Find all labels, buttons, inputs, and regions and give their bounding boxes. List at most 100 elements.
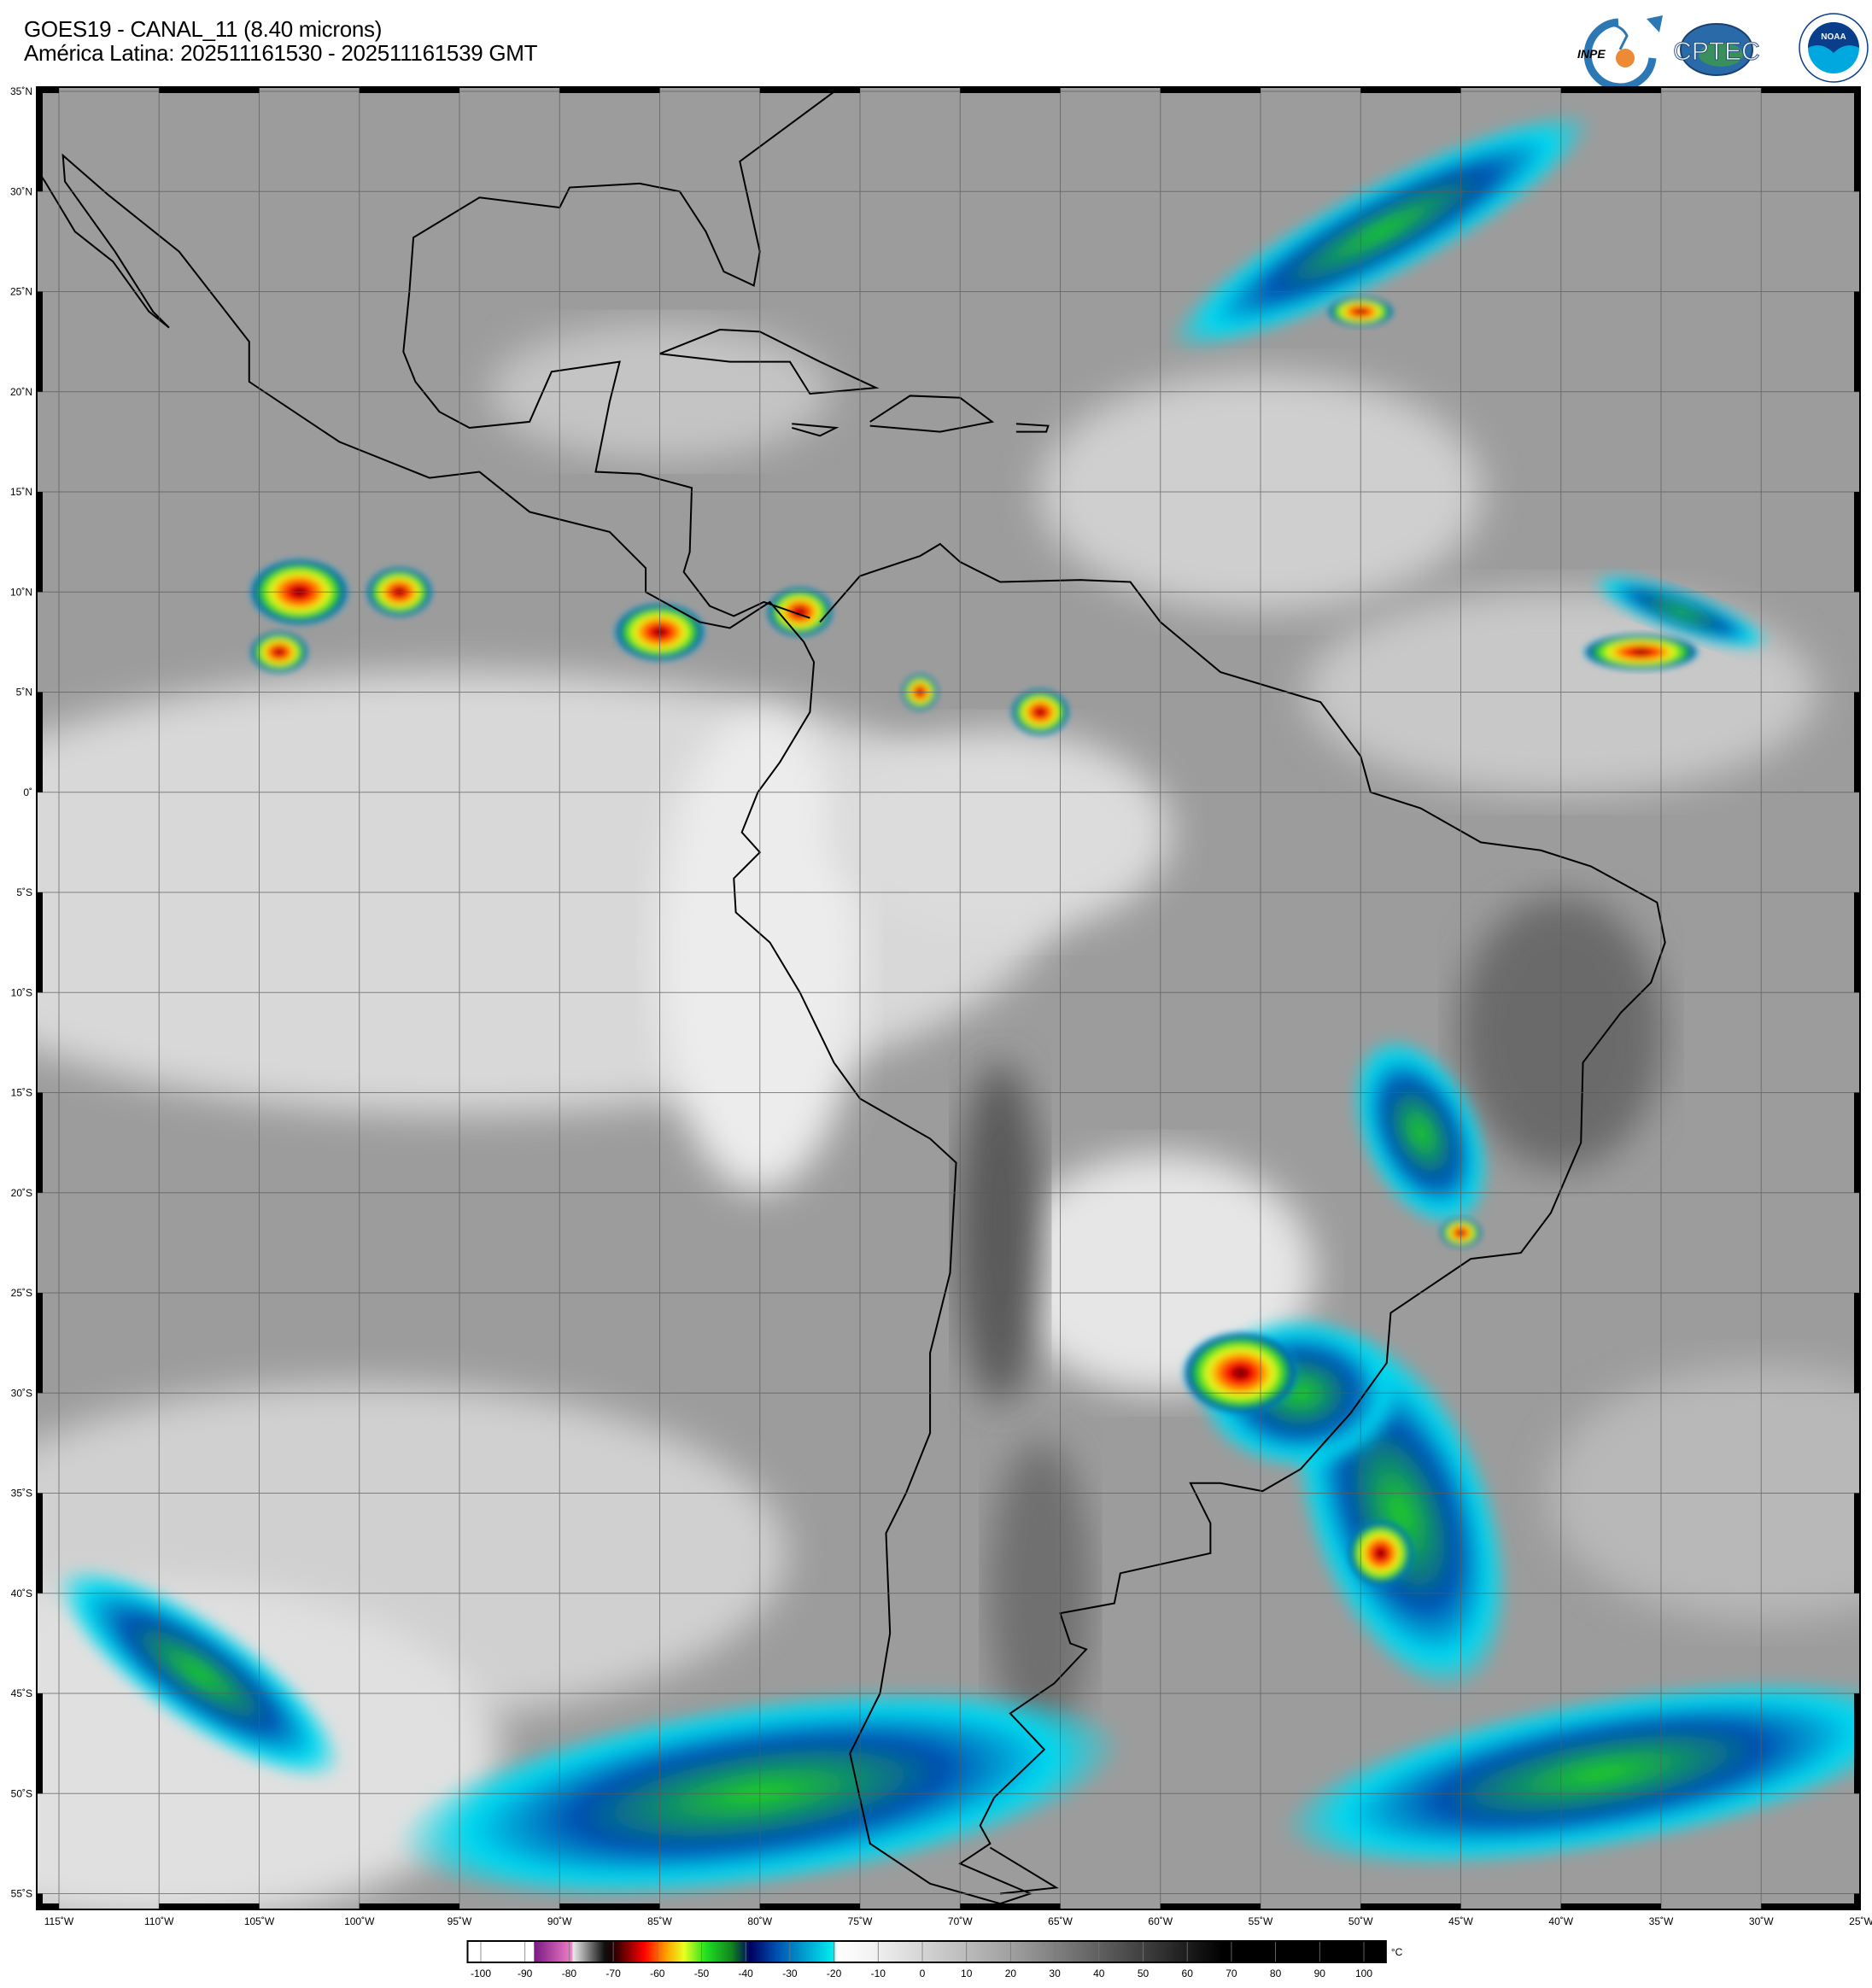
- lon-label: 55˚W: [1249, 1915, 1273, 1927]
- frame-segment: [1854, 1092, 1860, 1193]
- lat-label: 35˚S: [11, 1488, 32, 1500]
- satellite-map: 35˚N 30˚N 25˚N 20˚N 15˚N 10˚N 5˚N 0˚ 5˚S 10˚S 15˚S…: [10, 85, 1872, 1927]
- lat-label: 45˚S: [11, 1687, 32, 1699]
- noaa-logo: NOAA: [1799, 13, 1869, 83]
- frame-segment: [1160, 87, 1261, 93]
- frame-segment: [1761, 1903, 1860, 1909]
- longitude-labels: 115˚W 110˚W 105˚W 100˚W 95˚W 90˚W 85˚W 80˚W 75˚W…: [44, 1915, 1872, 1927]
- convective-storm: [765, 586, 834, 638]
- coastline: [659, 329, 880, 395]
- convective-storm: [1180, 1330, 1301, 1416]
- colorbar-tick-label: 60: [1182, 1968, 1194, 1979]
- frame-segment: [1160, 1903, 1261, 1909]
- logos: INPE CPTEC NOAA: [1577, 13, 1869, 87]
- lon-label: 70˚W: [948, 1915, 973, 1927]
- map-title: GOES19 - CANAL_11 (8.40 microns): [24, 16, 383, 42]
- coastline: [1015, 423, 1050, 433]
- svg-text:INPE: INPE: [1577, 47, 1606, 61]
- lon-label: 110˚W: [144, 1915, 174, 1927]
- frame-segment: [1854, 1293, 1860, 1394]
- lat-label: 50˚S: [11, 1787, 32, 1799]
- frame-segment: [559, 1903, 660, 1909]
- colorbar-unit: °C: [1391, 1946, 1403, 1958]
- frame-segment: [359, 87, 459, 93]
- frame-segment: [1854, 492, 1860, 593]
- frame-segment: [559, 87, 660, 93]
- colorbar-tick-label: 100: [1355, 1968, 1372, 1979]
- lat-label: 0˚: [23, 786, 32, 798]
- colorbar-tick-label: -90: [518, 1968, 533, 1979]
- frame-segment: [1360, 87, 1461, 93]
- colorbar-tick-label: 20: [1005, 1968, 1017, 1979]
- lon-label: 40˚W: [1548, 1915, 1573, 1927]
- map-frame: [36, 86, 1861, 1910]
- lat-label: 5˚S: [16, 886, 32, 898]
- lon-label: 50˚W: [1348, 1915, 1373, 1927]
- lon-label: 100˚W: [344, 1915, 375, 1927]
- lat-label: 30˚N: [10, 185, 32, 197]
- frame-segment: [1854, 291, 1860, 392]
- svg-text:CPTEC: CPTEC: [1673, 38, 1760, 66]
- coastlines: [37, 87, 1666, 1905]
- colorbar-tick-label: 80: [1270, 1968, 1282, 1979]
- frame-segment: [37, 692, 43, 792]
- inpe-logo: INPE: [1577, 15, 1663, 87]
- lon-label: 25˚W: [1849, 1915, 1872, 1927]
- lat-label: 15˚N: [10, 486, 32, 498]
- frame-segment: [1854, 1493, 1860, 1593]
- colorbar-tick-label: -30: [782, 1968, 798, 1979]
- cloud-area: [829, 729, 1172, 935]
- colorbar-tick-label: -20: [827, 1968, 842, 1979]
- colorbar-tick-label: -50: [694, 1968, 710, 1979]
- cold-cloud-band: [1351, 1036, 1490, 1230]
- lon-label: 105˚W: [244, 1915, 275, 1927]
- lat-label: 40˚S: [11, 1587, 32, 1599]
- frame-segment: [1560, 87, 1661, 93]
- frame-segment: [37, 1693, 43, 1794]
- cold-cloud-band: [1592, 574, 1770, 651]
- frame-segment: [159, 87, 260, 93]
- lon-label: 30˚W: [1749, 1915, 1774, 1927]
- lat-label: 5˚N: [16, 687, 32, 699]
- lat-label: 55˚S: [11, 1888, 32, 1900]
- frame-segment: [37, 291, 43, 392]
- lon-label: 60˚W: [1148, 1915, 1173, 1927]
- lon-label: 85˚W: [647, 1915, 672, 1927]
- lat-label: 30˚S: [11, 1387, 32, 1399]
- lon-label: 35˚W: [1649, 1915, 1674, 1927]
- frame-segment: [359, 1903, 459, 1909]
- svg-text:NOAA: NOAA: [1821, 32, 1846, 42]
- coastline: [402, 87, 841, 619]
- convective-storm: [249, 630, 309, 674]
- frame-segment: [37, 1293, 43, 1394]
- colorbar-ticks: -100 -90 -80 -70 -60 -50 -40 -30 -20 -10 0 10 20 30 40…: [471, 1942, 1372, 1979]
- convective-storm: [1010, 687, 1071, 736]
- frame-segment: [960, 1903, 1061, 1909]
- frame-segment: [1854, 1693, 1860, 1794]
- frame-segment: [1854, 1893, 1860, 1909]
- frame-segment: [1854, 91, 1860, 192]
- frame-segment: [1854, 692, 1860, 792]
- frame-border: [36, 86, 1861, 1910]
- latitude-labels: 35˚N 30˚N 25˚N 20˚N 15˚N 10˚N 5˚N 0˚ 5˚S 10˚S 15˚S…: [10, 85, 32, 1900]
- colorbar-tick-label: -40: [739, 1968, 754, 1979]
- frame-segment: [37, 492, 43, 593]
- cptec-logo: CPTEC: [1673, 23, 1760, 76]
- frame-segment: [159, 1903, 260, 1909]
- lon-label: 45˚W: [1448, 1915, 1473, 1927]
- coastline: [989, 1846, 1059, 1895]
- lat-label: 10˚N: [10, 586, 32, 598]
- colorbar-tick-label: 40: [1093, 1968, 1105, 1979]
- frame-segment: [759, 1903, 860, 1909]
- colorbar-tick-label: -100: [471, 1968, 491, 1979]
- colorbar-tick-label: 30: [1049, 1968, 1061, 1979]
- colorbar-tick-label: 90: [1314, 1968, 1326, 1979]
- colorbar-tick-label: -10: [871, 1968, 886, 1979]
- frame-segment: [1761, 87, 1860, 93]
- colorbar-tick-label: 70: [1226, 1968, 1237, 1979]
- lon-label: 80˚W: [747, 1915, 772, 1927]
- frame-segment: [37, 1493, 43, 1593]
- frame-segment: [37, 1092, 43, 1193]
- colorbar-tick-label: -70: [605, 1968, 621, 1979]
- lon-label: 90˚W: [547, 1915, 572, 1927]
